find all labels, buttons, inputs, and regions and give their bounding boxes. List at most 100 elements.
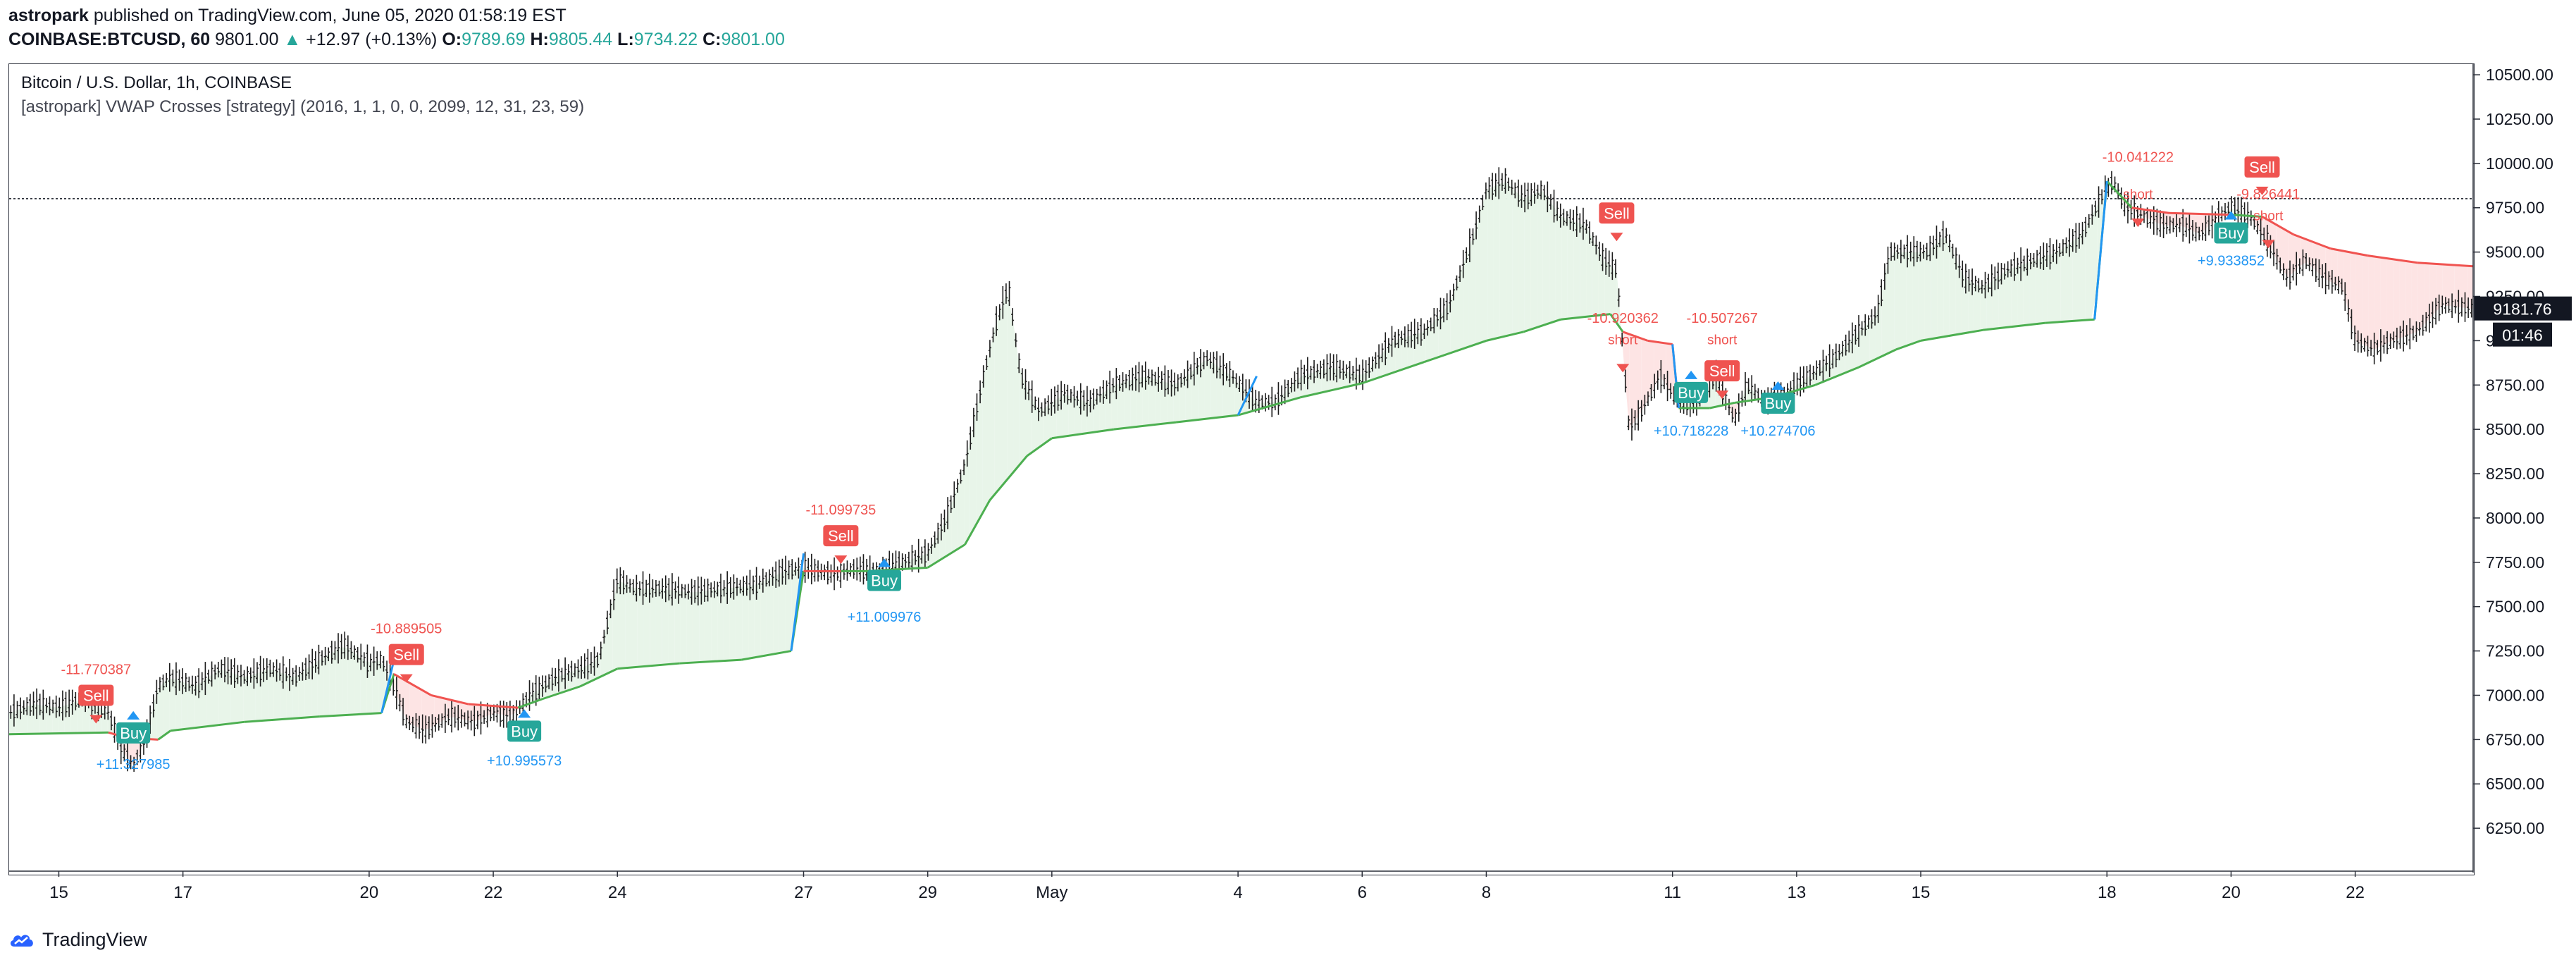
vwap-fill-segment: [2312, 242, 2320, 274]
vwap-line-segment: [1237, 396, 1301, 417]
vwap-fill-segment: [421, 689, 428, 729]
vwap-line-segment: [2131, 207, 2169, 214]
vwap-fill-segment: [662, 589, 669, 665]
time-tick-label: 18: [2098, 883, 2117, 902]
vwap-fill-segment: [1007, 291, 1014, 480]
vwap-fill-segment: [1869, 315, 1876, 362]
price-tick-label: 8750.00: [2486, 376, 2544, 394]
buy-arrow-icon: [1685, 370, 1698, 379]
vwap-fill-segment: [2442, 264, 2449, 307]
short-label: short: [2253, 209, 2284, 223]
vwap-line-segment: [679, 658, 742, 665]
sell-label: Sell: [393, 646, 419, 664]
short-label: short: [1608, 333, 1638, 347]
vwap-line-segment: [1609, 313, 1624, 333]
buy-label-box: [2214, 222, 2248, 244]
vwap-fill-segment: [1198, 360, 1205, 420]
price-tick-label: 7000.00: [2486, 686, 2544, 704]
vwap-fill-segment: [1641, 338, 1648, 412]
vwap-line-segment: [393, 672, 432, 696]
buy-pnl-label: +10.995573: [487, 753, 562, 769]
vwap-fill-segment: [378, 660, 385, 713]
vwap-fill-segment: [1506, 182, 1513, 336]
vwap-line-segment: [468, 703, 519, 709]
vwap-fill-segment: [2306, 239, 2313, 269]
vwap-fill-segment: [1117, 382, 1125, 429]
vwap-fill-segment: [1487, 186, 1494, 340]
time-tick-label: 6: [1358, 883, 1367, 902]
price-tick-label: 6500.00: [2486, 775, 2544, 793]
vwap-fill-segment: [1321, 368, 1327, 393]
vwap-fill-segment: [1395, 338, 1401, 372]
vwap-fill-segment: [1949, 243, 1956, 336]
vwap-fill-segment: [224, 670, 231, 725]
vwap-fill-segment: [976, 381, 983, 525]
sell-arrow-icon: [89, 715, 103, 724]
sell-label-box: [1599, 202, 1635, 224]
countdown-label: 01:46: [2502, 326, 2543, 345]
vwap-line-segment: [2169, 211, 2231, 216]
vwap-fill-segment: [261, 669, 268, 721]
vwap-line-segment: [319, 712, 382, 718]
vwap-fill-segment: [1068, 395, 1075, 436]
vwap-line-segment: [1299, 382, 1363, 399]
vwap-fill-segment: [1919, 252, 1925, 342]
vwap-fill-segment: [1518, 194, 1525, 333]
price-tick-label: 10250.00: [2486, 110, 2553, 128]
vwap-fill-segment: [1284, 386, 1291, 402]
sell-label: Sell: [828, 527, 854, 545]
buy-arrow-icon: [1771, 381, 1785, 390]
open-label: O:: [442, 30, 462, 49]
vwap-fill-segment: [354, 652, 361, 715]
vwap-fill-segment: [668, 589, 675, 665]
vwap-fill-segment: [1142, 376, 1149, 426]
vwap-fill-segment: [2270, 221, 2277, 258]
vwap-fill-segment: [2424, 263, 2430, 325]
vwap-line-segment: [1858, 348, 1897, 369]
close-label: C:: [702, 30, 722, 49]
buy-pnl-label: +9.933852: [2198, 254, 2265, 269]
sell-label-box: [388, 643, 424, 665]
vwap-fill-segment: [607, 599, 613, 674]
vwap-fill-segment: [452, 700, 459, 719]
vwap-fill-segment: [717, 589, 724, 662]
vwap-fill-segment: [200, 678, 206, 727]
current-price-badge: [2475, 296, 2572, 321]
vwap-fill-segment: [1062, 395, 1069, 437]
vwap-fill-segment: [1136, 376, 1143, 427]
vwap-fill-segment: [1875, 291, 1882, 359]
price-tick-label: 7750.00: [2486, 553, 2544, 572]
vwap-line-segment: [741, 650, 792, 661]
vwap-fill-segment: [1993, 276, 1999, 329]
sell-label-box: [823, 525, 859, 547]
price-tick-label: 8250.00: [2486, 464, 2544, 483]
vwap-fill-segment: [1592, 238, 1599, 316]
vwap-fill-segment: [1468, 229, 1475, 347]
buy-arrow-icon: [518, 709, 531, 718]
buy-pnl-label: +11.009976: [848, 610, 922, 625]
sell-pnl-label: -10.889505: [371, 621, 442, 636]
vwap-fill-segment: [218, 670, 225, 725]
vwap-fill-segment: [643, 589, 650, 667]
vwap-line-segment: [8, 731, 109, 736]
vwap-fill-segment: [1086, 400, 1094, 433]
last-price: 9801.00: [215, 30, 279, 49]
vwap-line-segment: [2261, 216, 2294, 235]
vwap-fill-segment: [298, 670, 305, 718]
vwap-line-segment: [2293, 233, 2331, 250]
vwap-line-segment: [2367, 254, 2417, 264]
footer-brand[interactable]: TradingView: [8, 929, 147, 951]
vwap-fill-segment: [1370, 359, 1377, 381]
sell-pnl-label: -11.770387: [61, 662, 131, 677]
vwap-fill-segment: [212, 670, 219, 726]
vwap-fill-segment: [1001, 291, 1008, 487]
short-pnl-label: -10.920362: [1587, 311, 1659, 326]
short-pnl-label: -9.826441: [2236, 187, 2300, 202]
buy-pnl-label: +10.718228: [1654, 424, 1728, 439]
vwap-fill-segment: [2417, 262, 2425, 332]
time-tick-label: 8: [1482, 883, 1491, 902]
vwap-fill-segment: [2011, 266, 2018, 327]
vwap-fill-segment: [785, 569, 792, 653]
buy-label-box: [1761, 392, 1795, 414]
